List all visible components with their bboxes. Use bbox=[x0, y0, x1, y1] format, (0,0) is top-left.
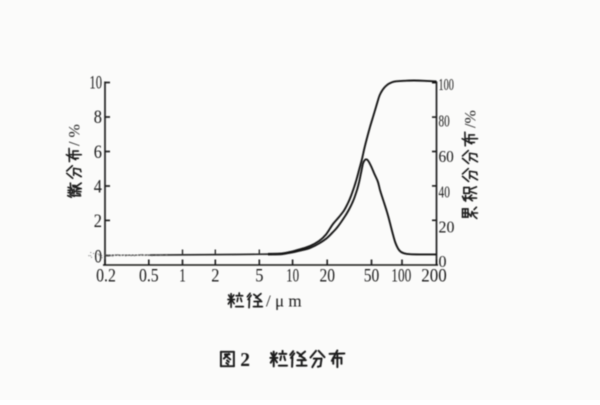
svg-text:20: 20 bbox=[439, 218, 455, 237]
svg-text:0.2: 0.2 bbox=[96, 265, 116, 286]
svg-text:2: 2 bbox=[94, 211, 102, 232]
svg-text:40: 40 bbox=[439, 183, 450, 202]
svg-text:60: 60 bbox=[439, 147, 454, 166]
svg-text:4: 4 bbox=[94, 177, 103, 198]
svg-text:6: 6 bbox=[94, 142, 102, 163]
svg-text:20: 20 bbox=[319, 265, 335, 286]
svg-text:200: 200 bbox=[421, 265, 446, 286]
svg-text:2: 2 bbox=[211, 265, 219, 286]
svg-text:10: 10 bbox=[286, 265, 299, 286]
svg-text:80: 80 bbox=[439, 112, 450, 131]
svg-text:8: 8 bbox=[94, 107, 102, 128]
svg-text:50: 50 bbox=[364, 265, 380, 286]
svg-text:5: 5 bbox=[255, 265, 263, 286]
svg-text:10: 10 bbox=[89, 73, 102, 94]
svg-text:100: 100 bbox=[391, 265, 411, 286]
svg-text:0.5: 0.5 bbox=[139, 265, 159, 286]
svg-text:1: 1 bbox=[179, 265, 186, 286]
svg-text:100: 100 bbox=[439, 75, 454, 94]
svg-text:2: 2 bbox=[240, 350, 250, 371]
svg-text:/ μ m: / μ m bbox=[266, 292, 302, 311]
svg-text:/ %: / % bbox=[67, 124, 84, 146]
svg-text:/%: /% bbox=[463, 110, 480, 128]
